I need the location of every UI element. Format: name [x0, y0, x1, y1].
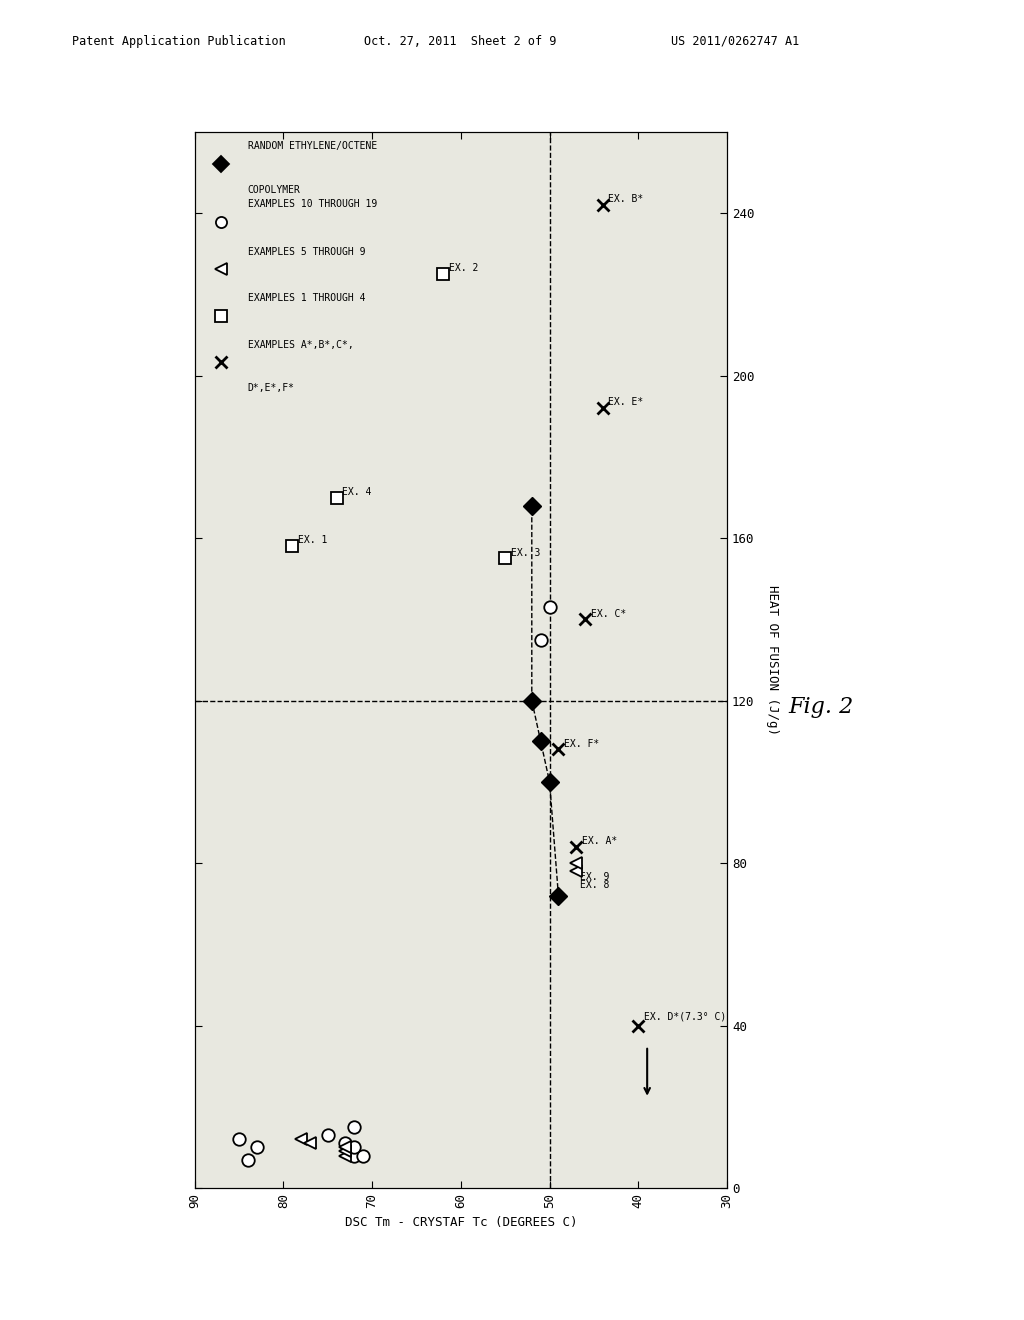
Text: EXAMPLES 1 THROUGH 4: EXAMPLES 1 THROUGH 4 [248, 293, 366, 304]
Text: EX. 8: EX. 8 [581, 880, 609, 890]
Text: EX. C*: EX. C* [591, 609, 626, 619]
Text: EX. B*: EX. B* [608, 194, 644, 205]
Text: Patent Application Publication: Patent Application Publication [72, 34, 286, 48]
Text: RANDOM ETHYLENE/OCTENE: RANDOM ETHYLENE/OCTENE [248, 141, 377, 150]
X-axis label: DSC Tm - CRYSTAF Tc (DEGREES C): DSC Tm - CRYSTAF Tc (DEGREES C) [344, 1216, 578, 1229]
Text: EX. 9: EX. 9 [581, 871, 609, 882]
Text: EXAMPLES A*,B*,C*,: EXAMPLES A*,B*,C*, [248, 339, 353, 350]
Y-axis label: HEAT OF FUSION (J/g): HEAT OF FUSION (J/g) [766, 585, 778, 735]
Text: EX. A*: EX. A* [582, 836, 617, 846]
Text: Oct. 27, 2011  Sheet 2 of 9: Oct. 27, 2011 Sheet 2 of 9 [364, 34, 556, 48]
Text: EX. 3: EX. 3 [511, 548, 540, 557]
Text: COPOLYMER: COPOLYMER [248, 185, 301, 195]
Text: D*,E*,F*: D*,E*,F* [248, 383, 295, 393]
Text: EX. 4: EX. 4 [342, 487, 372, 496]
Text: EX. D*(7.3° C): EX. D*(7.3° C) [644, 1012, 726, 1022]
Text: EXAMPLES 10 THROUGH 19: EXAMPLES 10 THROUGH 19 [248, 199, 377, 209]
Text: EX. 2: EX. 2 [449, 264, 478, 273]
Text: US 2011/0262747 A1: US 2011/0262747 A1 [671, 34, 799, 48]
Text: EX. E*: EX. E* [608, 397, 644, 408]
Text: EX. 1: EX. 1 [298, 536, 327, 545]
Text: Fig. 2: Fig. 2 [788, 696, 854, 718]
Text: EX. F*: EX. F* [564, 739, 599, 748]
Text: EXAMPLES 5 THROUGH 9: EXAMPLES 5 THROUGH 9 [248, 247, 366, 256]
